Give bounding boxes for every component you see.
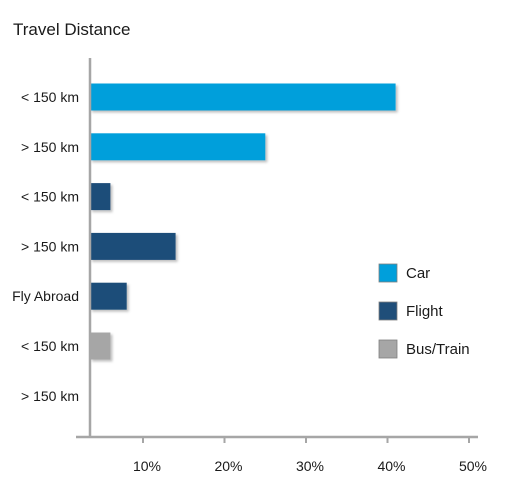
chart-title: Travel Distance	[13, 20, 131, 39]
x-tick-label: 50%	[459, 458, 487, 474]
bar-5	[90, 332, 111, 360]
legend-label: Bus/Train	[406, 341, 470, 358]
bar-2	[90, 183, 111, 211]
labels-layer: < 150 km > 150 km < 150 km > 150 km Fly Abro…	[12, 89, 487, 474]
bars-layer	[90, 83, 396, 360]
y-tick-label: < 150 km	[21, 89, 79, 105]
y-tick-label: < 150 km	[21, 338, 79, 354]
legend: Car Flight Bus/Train	[378, 263, 470, 359]
bar-0	[90, 83, 396, 111]
x-tick-label: 40%	[377, 458, 405, 474]
x-tick-label: 20%	[214, 458, 242, 474]
bar-3	[90, 232, 176, 260]
legend-swatch	[378, 263, 398, 283]
x-tick-label: 10%	[133, 458, 161, 474]
x-tick-label: 30%	[296, 458, 324, 474]
y-tick-label: > 150 km	[21, 139, 79, 155]
legend-swatch	[378, 339, 398, 359]
legend-swatch	[378, 301, 398, 321]
y-tick-label: > 150 km	[21, 388, 79, 404]
bar-4	[90, 282, 127, 310]
axes-layer	[76, 58, 478, 443]
bar-1	[90, 133, 266, 161]
legend-label: Flight	[406, 303, 444, 320]
y-tick-label: > 150 km	[21, 238, 79, 254]
y-tick-label: < 150 km	[21, 189, 79, 205]
legend-label: Car	[406, 265, 430, 282]
y-tick-label: Fly Abroad	[12, 288, 79, 304]
